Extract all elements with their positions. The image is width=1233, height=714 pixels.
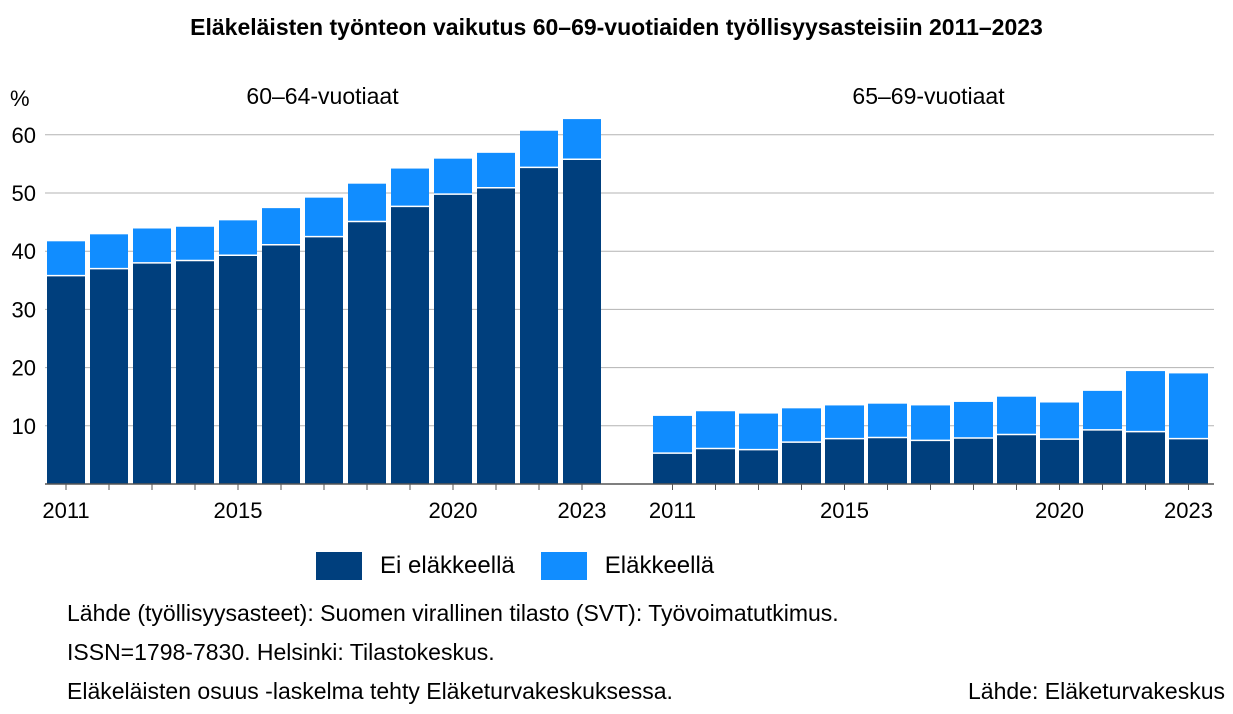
x-tick-label-p2-2015: 2015 [820,498,869,523]
bar-p1-2014-ei-elakkeella [176,260,214,484]
bar-p1-2019-elakkeella [391,168,429,207]
bar-p2-2023-ei-elakkeella [1169,438,1208,484]
bar-p1-2023-elakkeella [563,119,601,160]
legend-label-ei-elakkeella: Ei eläkkeellä [380,552,515,579]
bar-p1-2012-ei-elakkeella [90,268,128,484]
bar-p2-2011-ei-elakkeella [653,453,692,484]
bar-p2-2019-elakkeella [997,396,1036,435]
bar-p1-2020-ei-elakkeella [434,194,472,484]
bar-p2-2022-ei-elakkeella [1126,431,1165,484]
bar-p1-2021-ei-elakkeella [477,187,515,484]
bar-p2-2020-elakkeella [1040,402,1079,440]
y-tick-label-60: 60 [12,123,36,148]
bar-p1-2014-elakkeella [176,226,214,261]
bar-p2-2012-ei-elakkeella [696,448,735,484]
bar-p1-2018-elakkeella [348,183,386,222]
y-tick-label-20: 20 [12,356,36,381]
bar-p2-2020-ei-elakkeella [1040,439,1079,484]
bar-p2-2017-elakkeella [911,405,950,441]
bar-p2-2018-elakkeella [954,401,993,439]
bar-p1-2021-elakkeella [477,152,515,188]
bar-p1-2013-ei-elakkeella [133,262,171,484]
legend: Ei eläkkeellä Eläkkeellä [316,549,740,583]
x-tick-label-p1-2011: 2011 [42,498,89,523]
bar-p1-2022-elakkeella [520,130,558,168]
bar-p2-2019-ei-elakkeella [997,434,1036,484]
y-tick-label-10: 10 [12,414,36,439]
bar-p2-2015-ei-elakkeella [825,438,864,484]
bar-p2-2021-elakkeella [1083,390,1122,430]
bar-p2-2016-elakkeella [868,403,907,438]
x-tick-label-p1-2020: 2020 [429,498,478,523]
bar-p1-2017-ei-elakkeella [305,236,343,484]
y-tick-label-50: 50 [12,181,36,206]
bar-p2-2012-elakkeella [696,411,735,449]
bar-p1-2015-elakkeella [219,220,257,256]
y-axis-label: % [10,86,30,111]
chart-title: Eläkeläisten työnteon vaikutus 60–69-vuo… [190,14,1043,40]
bar-p1-2018-ei-elakkeella [348,221,386,484]
bar-p1-2023-ei-elakkeella [563,159,601,484]
bar-p2-2016-ei-elakkeella [868,437,907,484]
bar-p1-2016-elakkeella [262,208,300,245]
panel-label-2: 65–69-vuotiaat [852,83,1005,109]
x-tick-label-p1-2015: 2015 [214,498,263,523]
bar-p2-2015-elakkeella [825,405,864,439]
x-tick-label-p2-2023: 2023 [1164,498,1213,523]
bar-p2-2013-ei-elakkeella [739,449,778,484]
bar-p2-2021-ei-elakkeella [1083,429,1122,484]
bar-p2-2011-elakkeella [653,415,692,454]
y-tick-label-30: 30 [12,297,36,322]
bar-p1-2011-ei-elakkeella [47,275,85,484]
source-line-1: Lähde (työllisyysasteet): Suomen viralli… [67,600,839,626]
legend-item-elakkeella: Eläkkeellä [540,552,715,580]
x-tick-label-p1-2023: 2023 [558,498,607,523]
x-tick-label-p2-2011: 2011 [649,498,696,523]
bar-p1-2020-elakkeella [434,158,472,195]
bar-p1-2022-ei-elakkeella [520,167,558,484]
bar-p2-2018-ei-elakkeella [954,438,993,484]
bar-p1-2016-ei-elakkeella [262,244,300,484]
source-right: Lähde: Eläketurvakeskus [968,678,1225,704]
legend-swatch-elakkeella [540,552,587,580]
panel-label-1: 60–64-vuotiaat [246,83,399,109]
bar-p1-2011-elakkeella [47,241,85,276]
bar-p1-2012-elakkeella [90,234,128,269]
bar-p2-2017-ei-elakkeella [911,440,950,484]
bar-p2-2014-elakkeella [782,408,821,443]
bar-p1-2017-elakkeella [305,197,343,237]
legend-label-elakkeella: Eläkkeellä [604,552,715,579]
bar-p2-2013-elakkeella [739,413,778,450]
y-tick-label-40: 40 [12,239,36,264]
bar-p2-2014-ei-elakkeella [782,442,821,484]
x-tick-label-p2-2020: 2020 [1035,498,1084,523]
bar-p1-2019-ei-elakkeella [391,206,429,485]
source-line-3: Eläkeläisten osuus -laskelma tehty Eläke… [67,678,673,704]
bar-p2-2023-elakkeella [1169,373,1208,439]
bar-p1-2015-ei-elakkeella [219,255,257,484]
legend-item-ei-elakkeella: Ei eläkkeellä [316,552,515,580]
bar-p2-2022-elakkeella [1126,371,1165,432]
source-line-2: ISSN=1798-7830. Helsinki: Tilastokeskus. [67,639,495,665]
legend-swatch-ei-elakkeella [316,552,362,580]
bar-p1-2013-elakkeella [133,228,171,263]
